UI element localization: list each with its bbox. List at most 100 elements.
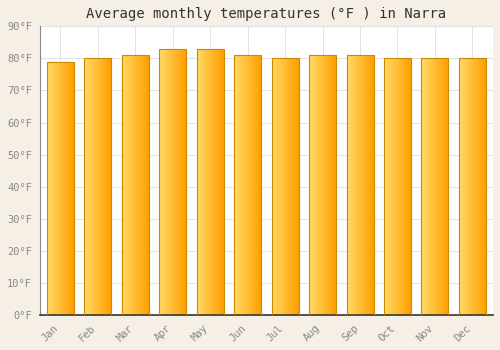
Bar: [94, 58, 95, 315]
Bar: [204, 49, 206, 315]
Bar: [388, 58, 390, 315]
Bar: [468, 58, 469, 315]
Bar: [256, 55, 257, 315]
Bar: [347, 55, 348, 315]
Bar: [272, 58, 298, 315]
Bar: [296, 58, 297, 315]
Bar: [314, 55, 315, 315]
Bar: [409, 58, 410, 315]
Bar: [312, 55, 313, 315]
Bar: [223, 49, 224, 315]
Bar: [480, 58, 481, 315]
Bar: [360, 55, 362, 315]
Bar: [96, 58, 97, 315]
Bar: [52, 62, 53, 315]
Bar: [446, 58, 447, 315]
Bar: [466, 58, 467, 315]
Bar: [410, 58, 411, 315]
Bar: [405, 58, 406, 315]
Bar: [106, 58, 107, 315]
Bar: [129, 55, 130, 315]
Bar: [425, 58, 426, 315]
Bar: [481, 58, 482, 315]
Bar: [447, 58, 448, 315]
Bar: [97, 58, 98, 315]
Bar: [107, 58, 108, 315]
Bar: [366, 55, 367, 315]
Bar: [91, 58, 92, 315]
Bar: [319, 55, 320, 315]
Bar: [84, 58, 111, 315]
Bar: [66, 62, 67, 315]
Bar: [260, 55, 261, 315]
Bar: [346, 55, 374, 315]
Bar: [422, 58, 423, 315]
Bar: [443, 58, 444, 315]
Bar: [250, 55, 251, 315]
Bar: [433, 58, 434, 315]
Bar: [289, 58, 290, 315]
Bar: [249, 55, 250, 315]
Bar: [198, 49, 200, 315]
Bar: [279, 58, 280, 315]
Bar: [235, 55, 236, 315]
Bar: [108, 58, 109, 315]
Bar: [251, 55, 252, 315]
Bar: [243, 55, 244, 315]
Bar: [430, 58, 431, 315]
Bar: [55, 62, 56, 315]
Bar: [139, 55, 140, 315]
Bar: [370, 55, 371, 315]
Bar: [309, 55, 336, 315]
Bar: [72, 62, 73, 315]
Bar: [280, 58, 281, 315]
Bar: [253, 55, 254, 315]
Bar: [323, 55, 324, 315]
Bar: [218, 49, 219, 315]
Bar: [459, 58, 460, 315]
Bar: [144, 55, 146, 315]
Bar: [160, 49, 161, 315]
Bar: [53, 62, 54, 315]
Bar: [105, 58, 106, 315]
Bar: [429, 58, 430, 315]
Bar: [275, 58, 276, 315]
Bar: [278, 58, 279, 315]
Bar: [474, 58, 475, 315]
Bar: [438, 58, 439, 315]
Bar: [292, 58, 293, 315]
Bar: [479, 58, 480, 315]
Bar: [128, 55, 129, 315]
Bar: [349, 55, 350, 315]
Bar: [371, 55, 372, 315]
Bar: [54, 62, 55, 315]
Bar: [131, 55, 132, 315]
Bar: [441, 58, 442, 315]
Bar: [84, 58, 85, 315]
Bar: [462, 58, 463, 315]
Bar: [467, 58, 468, 315]
Bar: [330, 55, 332, 315]
Bar: [368, 55, 369, 315]
Bar: [406, 58, 407, 315]
Bar: [90, 58, 91, 315]
Bar: [350, 55, 351, 315]
Bar: [56, 62, 57, 315]
Bar: [324, 55, 325, 315]
Bar: [146, 55, 148, 315]
Bar: [397, 58, 398, 315]
Bar: [95, 58, 96, 315]
Bar: [399, 58, 400, 315]
Bar: [70, 62, 71, 315]
Bar: [93, 58, 94, 315]
Bar: [57, 62, 58, 315]
Bar: [247, 55, 248, 315]
Bar: [178, 49, 180, 315]
Bar: [161, 49, 162, 315]
Bar: [174, 49, 176, 315]
Bar: [184, 49, 185, 315]
Bar: [133, 55, 134, 315]
Bar: [294, 58, 295, 315]
Bar: [288, 58, 289, 315]
Bar: [215, 49, 216, 315]
